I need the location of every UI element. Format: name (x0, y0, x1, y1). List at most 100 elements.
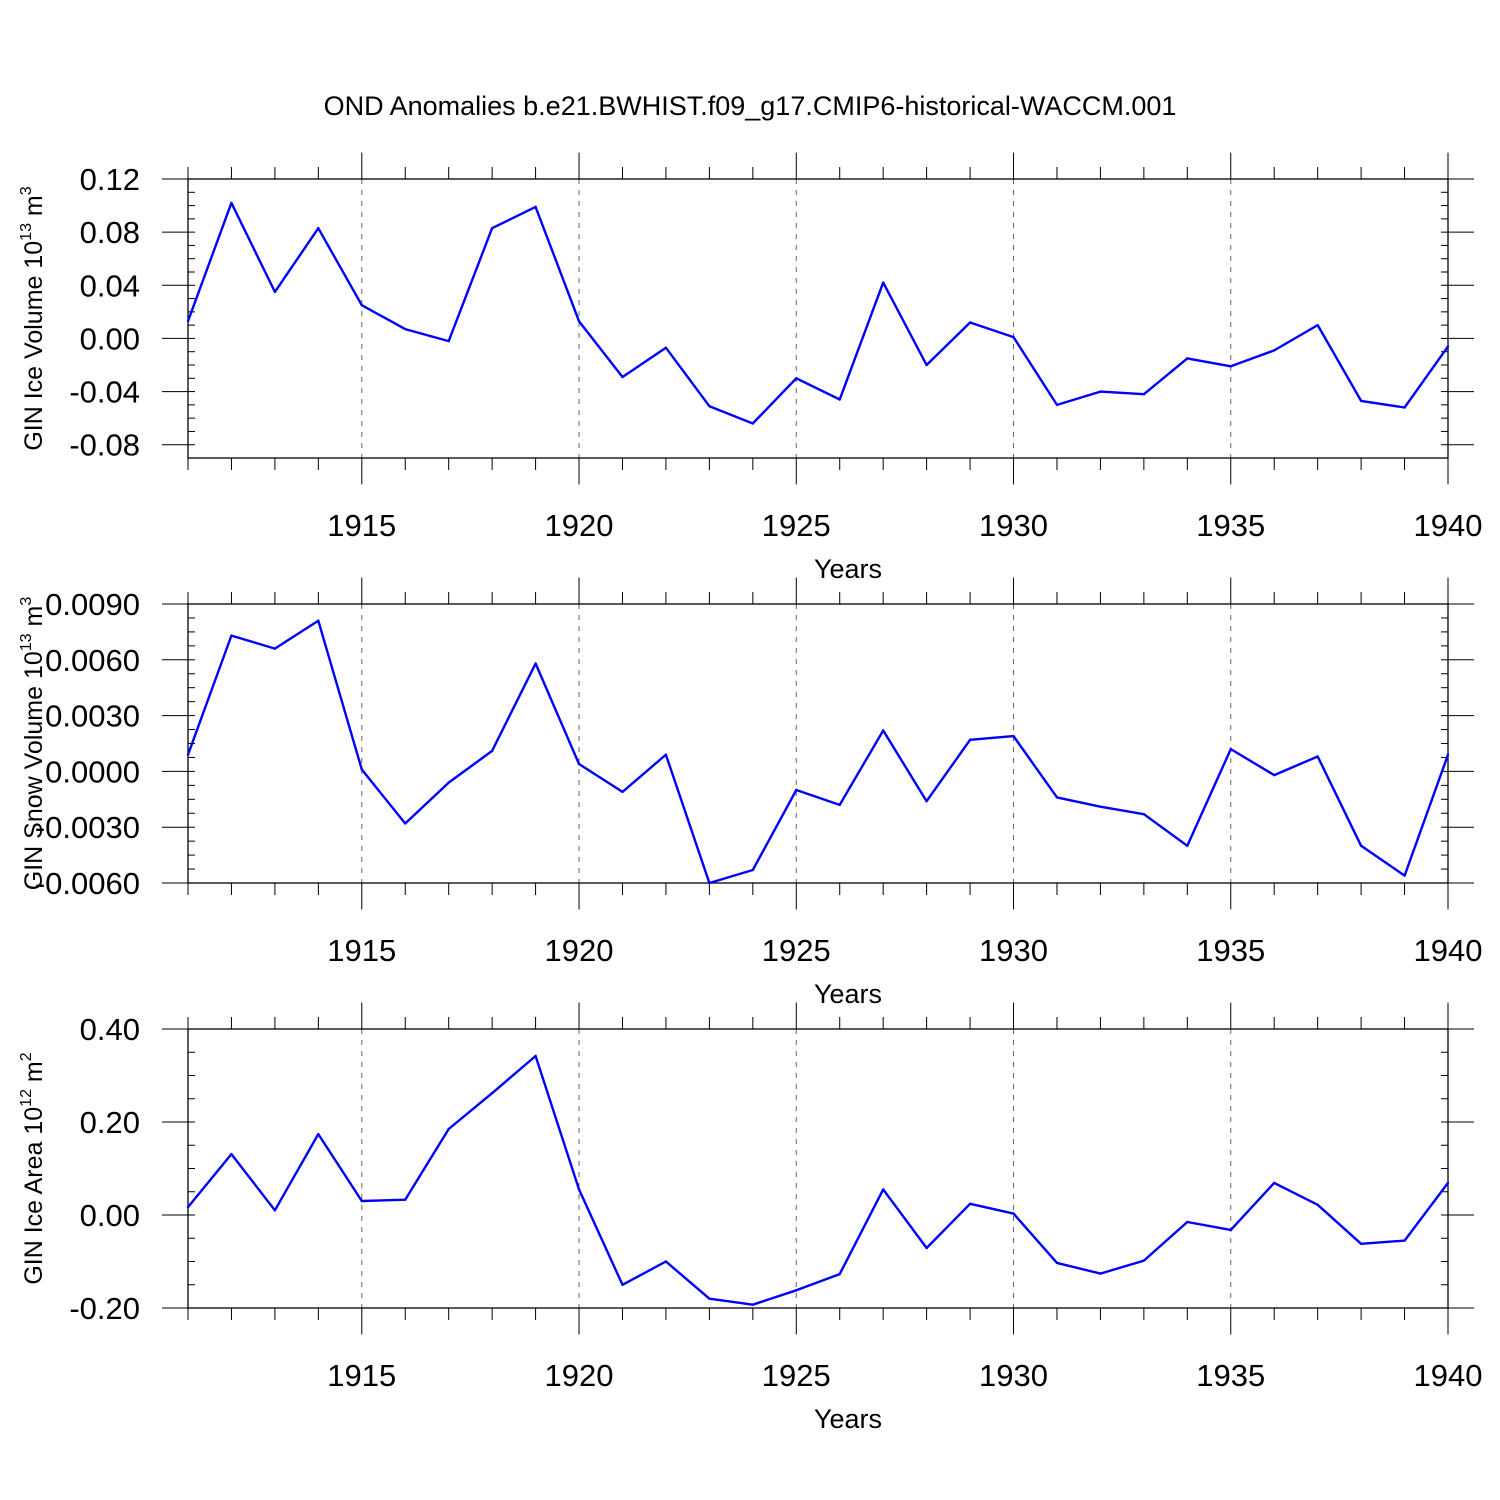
x-tick-label: 1920 (545, 508, 614, 543)
data-point-1916 (404, 327, 407, 331)
data-point-1912 (230, 201, 233, 205)
x-tick-label: 1935 (1196, 1358, 1265, 1393)
y-tick-label: 0.00 (80, 1198, 140, 1233)
y-tick-label: 0.20 (80, 1105, 140, 1140)
series-line (186, 619, 1450, 885)
data-point-1928 (925, 1246, 928, 1250)
y-tick-label: -0.0030 (35, 810, 140, 845)
data-point-1934 (1186, 357, 1189, 360)
data-point-1930 (1012, 335, 1015, 339)
data-point-1927 (881, 729, 885, 732)
y-tick-label: 0.0030 (45, 699, 140, 734)
x-axis-label: Years (814, 1404, 882, 1434)
y-tick-label: 0.0000 (45, 754, 140, 789)
x-tick-label: 1935 (1196, 933, 1265, 968)
data-point-1935 (1229, 1228, 1232, 1232)
data-point-1918 (490, 226, 494, 230)
data-point-1923 (708, 881, 711, 885)
data-point-1940 (1446, 753, 1450, 756)
y-tick-label: -0.08 (69, 428, 140, 463)
y-axis-label: GIN Ice Volume 1013 m3 (18, 186, 48, 450)
data-point-1926 (838, 398, 841, 401)
data-point-1931 (1055, 403, 1059, 407)
data-point-1932 (1099, 390, 1102, 393)
y-axis-label-unit-exponent: 2 (18, 1052, 35, 1061)
y-tick-label: -0.0060 (35, 866, 140, 901)
x-tick-label: 1925 (762, 1358, 831, 1393)
data-point-1915 (360, 1199, 363, 1203)
data-point-1940 (1446, 1181, 1450, 1185)
data-point-1912 (230, 634, 233, 637)
data-point-1929 (968, 321, 972, 324)
y-tick-label: 0.00 (80, 321, 140, 356)
y-axis-label-unit-exponent: 3 (18, 597, 35, 606)
data-point-1939 (1403, 874, 1406, 877)
data-point-1939 (1403, 406, 1406, 409)
data-point-1937 (1316, 1203, 1319, 1206)
data-point-1912 (230, 1152, 233, 1156)
data-point-1913 (273, 647, 277, 650)
data-point-1927 (881, 281, 885, 284)
data-point-1911 (186, 319, 190, 323)
data-point-1922 (664, 346, 668, 349)
data-point-1917 (447, 781, 450, 784)
figure-title: OND Anomalies b.e21.BWHIST.f09_g17.CMIP6… (324, 91, 1177, 121)
x-tick-label: 1915 (327, 933, 396, 968)
x-tick-label: 1930 (979, 933, 1048, 968)
data-point-1920 (577, 319, 581, 323)
data-point-1926 (838, 803, 841, 807)
data-point-1913 (273, 1209, 277, 1212)
x-tick-label: 1925 (762, 933, 831, 968)
y-axis-label-unit: m (20, 195, 48, 223)
data-point-1932 (1099, 1272, 1102, 1275)
data-point-1931 (1055, 1261, 1059, 1265)
data-point-1918 (490, 1091, 494, 1095)
data-point-1925 (795, 1289, 798, 1292)
data-point-1920 (577, 1188, 581, 1191)
data-point-1938 (1359, 844, 1363, 847)
x-tick-label: 1915 (327, 1358, 396, 1393)
data-point-1920 (577, 762, 581, 766)
data-point-1931 (1055, 796, 1059, 799)
series-line (186, 201, 1449, 425)
data-point-1913 (273, 290, 277, 294)
data-point-1919 (534, 1054, 537, 1058)
data-point-1933 (1142, 812, 1146, 816)
data-point-1930 (1012, 734, 1015, 738)
data-point-1940 (1446, 345, 1450, 348)
x-tick-label: 1925 (762, 508, 831, 543)
data-point-1916 (404, 1198, 407, 1201)
data-point-1924 (751, 422, 755, 425)
data-point-1915 (360, 304, 363, 307)
data-point-1928 (925, 799, 928, 803)
y-tick-label: 0.08 (80, 215, 140, 250)
data-point-1934 (1186, 1220, 1189, 1224)
data-point-1925 (795, 377, 798, 380)
data-point-1914 (317, 226, 320, 230)
x-axis-label: Years (814, 554, 882, 584)
data-point-1932 (1099, 805, 1102, 808)
data-point-1928 (925, 363, 928, 367)
data-point-1938 (1359, 399, 1363, 403)
data-point-1923 (708, 1297, 711, 1300)
y-axis-label-unit-exponent: 3 (18, 186, 35, 195)
data-point-1911 (186, 1205, 190, 1209)
data-point-1916 (404, 822, 407, 825)
panel-3: 1915 1920 1925 1930 1935 1940 Years -0.20 0.00 0.… (18, 1002, 1482, 1434)
data-point-1930 (1012, 1212, 1015, 1215)
x-tick-label: 1930 (979, 1358, 1048, 1393)
data-point-1937 (1316, 755, 1319, 758)
data-point-1939 (1403, 1239, 1406, 1242)
data-point-1922 (664, 753, 668, 756)
data-point-1917 (447, 339, 450, 343)
data-point-1919 (534, 205, 537, 209)
data-point-1918 (490, 749, 494, 753)
data-point-1921 (621, 375, 624, 379)
x-tick-label: 1920 (545, 933, 614, 968)
y-tick-label: 0.0060 (45, 643, 140, 678)
x-tick-label: 1940 (1414, 508, 1483, 543)
panel-1: 1915 1920 1925 1930 1935 1940 Years -0.08 -0.04 0… (18, 152, 1483, 584)
y-tick-label: 0.40 (80, 1012, 140, 1047)
